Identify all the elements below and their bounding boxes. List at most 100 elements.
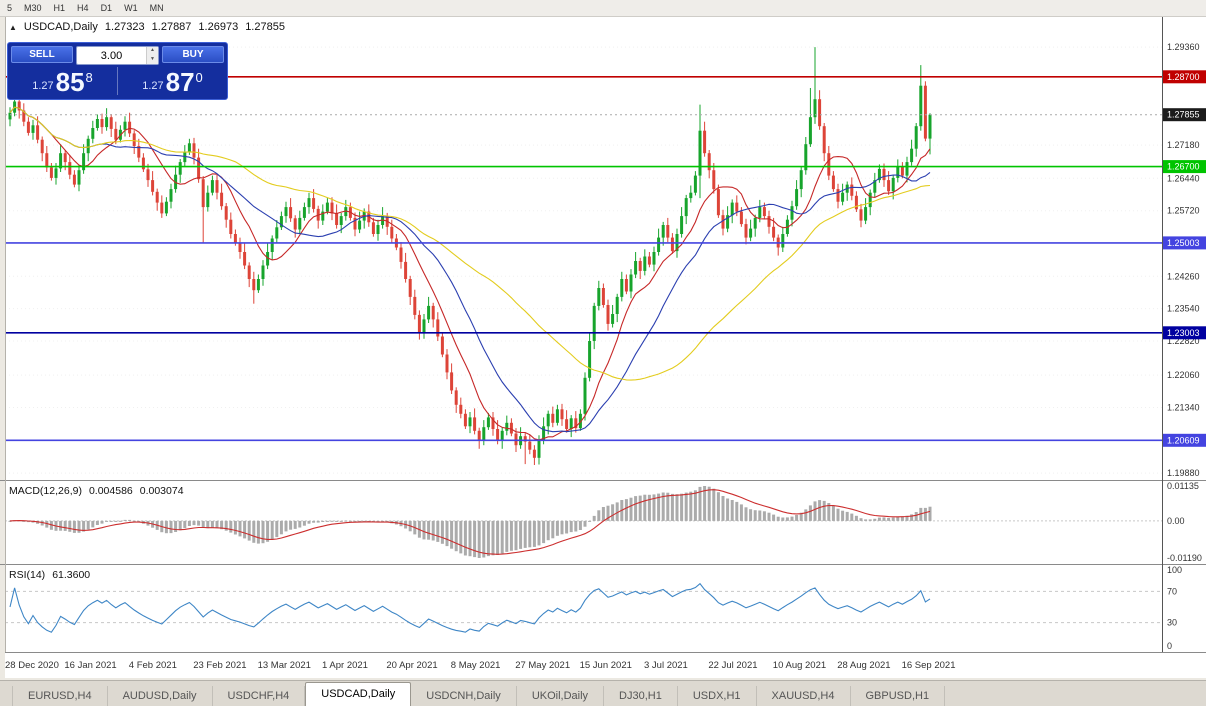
timeframe-button-d1[interactable]: D1 [100,3,113,13]
svg-text:-0.01190: -0.01190 [1167,553,1202,563]
buy-price-prefix: 1.27 [142,80,164,92]
volume-spinner-arrows: ▲ ▼ [146,47,158,64]
date-axis-label: 16 Sep 2021 [901,660,956,671]
ohlc-high: 1.27887 [151,21,192,33]
date-axis-label: 23 Feb 2021 [193,660,247,671]
rsi-axis-labels: 100 70 30 0 [1167,565,1182,651]
rsi-header: RSI(14) 61.3600 [9,569,90,581]
sell-price-big: 85 [55,67,85,97]
price-axis-label: 1.23540 [1167,304,1200,314]
date-axis-label: 22 Jul 2021 [708,660,758,671]
macd-value-signal: 0.003074 [139,485,184,497]
chart-ohlc-header: ▲ USDCAD,Daily 1.27323 1.27887 1.26973 1… [9,21,285,33]
svg-text:1.23003: 1.23003 [1167,328,1200,338]
rsi-title: RSI(14) [9,569,46,581]
rsi-line [9,582,931,633]
date-axis-label: 27 May 2021 [515,660,571,671]
svg-text:30: 30 [1167,618,1177,628]
ma-line-mid [9,106,931,433]
svg-text:1.25003: 1.25003 [1167,238,1200,248]
timeframe-toolbar: 5 M30 H1 H4 D1 W1 MN [0,0,1206,17]
buy-button[interactable]: BUY [162,46,224,63]
date-axis-label: 28 Aug 2021 [837,660,891,671]
hline-badge [1163,326,1206,340]
timeframe-button-w1[interactable]: W1 [124,3,138,13]
date-axis-label: 4 Feb 2021 [128,660,177,671]
price-axis-label: 1.24260 [1167,271,1200,281]
chart-tab-audusd-daily[interactable]: AUDUSD,Daily [108,686,213,706]
ohlc-close: 1.27855 [245,21,285,33]
trade-panel-prices: 1.27 85 8 1.27 87 0 [8,65,227,97]
chart-tab-usdcnh-daily[interactable]: USDCNH,Daily [411,686,517,706]
macd-signal-line [9,489,931,555]
volume-value[interactable]: 3.00 [100,49,123,62]
hline-badge [1163,433,1206,447]
hline-badge [1163,70,1206,84]
svg-text:70: 70 [1167,586,1177,596]
price-axis-label: 1.22820 [1167,336,1200,346]
date-axis-label: 20 Apr 2021 [386,660,438,671]
price-axis-labels: 1.29360 1.27180 1.26440 1.25720 1.24260 1.235… [1167,42,1200,478]
buy-price-sup: 0 [195,70,203,85]
chart-tab-gbpusd-h1[interactable]: GBPUSD,H1 [851,686,946,706]
chart-tab-usdx-h1[interactable]: USDX,H1 [678,686,757,706]
date-axis-label: 1 Apr 2021 [322,660,368,671]
chart-tab-usdchf-h4[interactable]: USDCHF,H4 [213,686,306,706]
chart-symbol: USDCAD,Daily [23,21,98,33]
volume-spinner[interactable]: 3.00 ▲ ▼ [76,46,159,65]
svg-text:1.20609: 1.20609 [1167,435,1200,445]
hline-badge [1163,236,1206,250]
chart-tab-usdcad-daily[interactable]: USDCAD,Daily [305,682,412,706]
one-click-trade-panel: SELL 3.00 ▲ ▼ BUY 1.27 85 8 1.27 87 0 [7,42,228,100]
date-axis-label: 16 Jan 2021 [64,660,117,671]
svg-text:0: 0 [1167,641,1172,651]
date-axis-label: 28 Dec 2020 [5,660,59,671]
price-axis-label: 1.29360 [1167,42,1200,52]
price-axis-label: 1.26440 [1167,173,1200,183]
rsi-indicator-pane[interactable]: 100 70 30 0 RSI(14) 61.3600 [0,564,1206,652]
hline-badge [1163,160,1206,174]
svg-text:100: 100 [1167,565,1182,575]
macd-indicator-pane[interactable]: 0.01135 0.00 -0.01190 MACD(12,26,9) 0.0045… [0,480,1206,564]
price-axis-label: 1.25720 [1167,206,1200,216]
candles-layer [8,47,932,465]
main-chart-pane[interactable]: 1.29360 1.27180 1.26440 1.25720 1.24260 1.235… [0,17,1206,480]
timeframe-button-m30[interactable]: M30 [24,3,42,13]
rsi-value: 61.3600 [52,569,91,581]
spinner-down-icon[interactable]: ▼ [147,55,158,64]
sell-price-sup: 8 [85,70,93,85]
price-axis-label: 1.22060 [1167,370,1200,380]
chart-tab-eurusd-h4[interactable]: EURUSD,H4 [12,686,108,706]
chart-tabs-bar: EURUSD,H4 AUDUSD,Daily USDCHF,H4 USDCAD,Dai… [0,680,1206,706]
chart-tab-dj30-h1[interactable]: DJ30,H1 [604,686,678,706]
timeframe-button-h4[interactable]: H4 [77,3,89,13]
buy-price[interactable]: 1.27 87 0 [118,65,227,97]
price-axis-label: 1.21340 [1167,403,1200,413]
macd-value-main: 0.004586 [88,485,133,497]
svg-text:1.28700: 1.28700 [1167,72,1200,82]
chart-tab-ukoil-daily[interactable]: UKOil,Daily [517,686,605,706]
ohlc-open: 1.27323 [104,21,145,33]
macd-title: MACD(12,26,9) [9,485,82,497]
timeframe-button-5[interactable]: 5 [7,3,13,13]
svg-text:1.27855: 1.27855 [1167,110,1200,120]
date-axis-label: 8 May 2021 [450,660,501,671]
sell-price-prefix: 1.27 [32,80,54,92]
trade-panel-controls: SELL 3.00 ▲ ▼ BUY [8,43,227,65]
timeframe-button-h1[interactable]: H1 [53,3,66,13]
macd-axis-labels: 0.01135 0.00 -0.01190 [1167,481,1202,563]
current-price-badge [1163,108,1206,122]
macd-header: MACD(12,26,9) 0.004586 0.003074 [9,485,184,497]
date-axis-label: 13 Mar 2021 [257,660,311,671]
timeframe-button-mn[interactable]: MN [149,3,164,13]
chart-tab-xauusd-h4[interactable]: XAUUSD,H4 [757,686,851,706]
buy-price-big: 87 [165,67,195,97]
sell-price[interactable]: 1.27 85 8 [8,65,117,97]
collapse-arrow-icon[interactable]: ▲ [9,22,17,32]
sell-button[interactable]: SELL [11,46,73,63]
ma-line-slow [9,106,931,381]
price-axis-label: 1.19880 [1167,468,1200,478]
spinner-up-icon[interactable]: ▲ [147,47,158,56]
ohlc-low: 1.26973 [198,21,239,33]
